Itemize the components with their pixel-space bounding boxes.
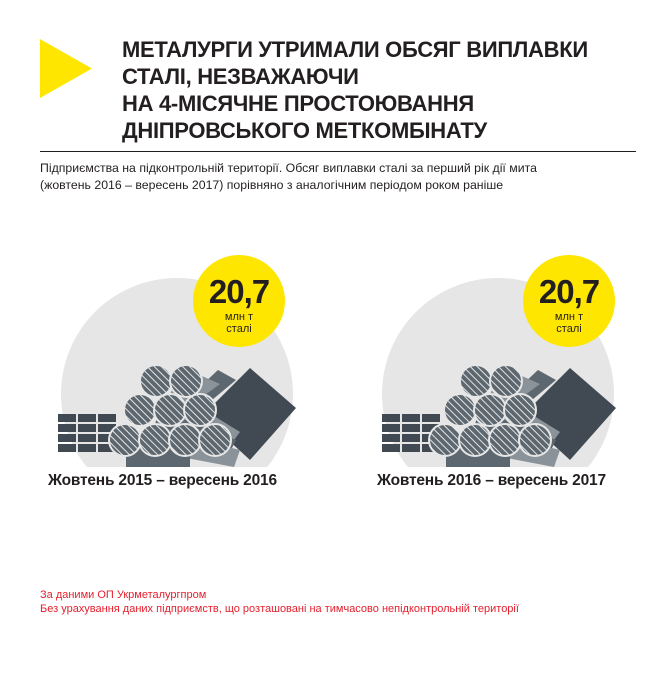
title-line: СТАЛІ, НЕЗВАЖАЮЧИ xyxy=(122,64,359,89)
subtitle-line: (жовтень 2016 – вересень 2017) порівняно… xyxy=(40,178,504,192)
source-note: За даними ОП Укрметалургпром xyxy=(40,589,207,601)
subtitle-line: Підприємства на підконтрольній території… xyxy=(40,161,537,175)
steel-volume-unit: сталі xyxy=(226,323,252,335)
source-notes: За даними ОП Укрметалургпром Без урахува… xyxy=(40,588,519,616)
steel-volume-value: 20,7 xyxy=(208,273,270,310)
comparison-panel-2016-2017: 20,7 млн т сталі Жовтень 2016 – вересень… xyxy=(370,255,640,500)
yellow-triangle-icon xyxy=(40,39,92,98)
period-label: Жовтень 2015 – вересень 2016 xyxy=(48,472,277,489)
subtitle: Підприємства на підконтрольній території… xyxy=(40,160,640,194)
steel-volume-unit: млн т xyxy=(224,311,254,323)
title-line: МЕТАЛУРГИ УТРИМАЛИ ОБСЯГ ВИПЛАВКИ xyxy=(122,37,588,62)
steel-volume-badge: 20,7 млн т сталі xyxy=(523,255,615,347)
period-label: Жовтень 2016 – вересень 2017 xyxy=(377,472,606,489)
divider xyxy=(40,151,636,152)
title-line: ДНІПРОВСЬКОГО МЕТКОМБІНАТУ xyxy=(122,118,487,143)
comparison-panel-2015-2016: 20,7 млн т сталі Жовтень 2015 – вересень… xyxy=(40,255,310,500)
steel-volume-badge: 20,7 млн т сталі xyxy=(193,255,285,347)
page-title: МЕТАЛУРГИ УТРИМАЛИ ОБСЯГ ВИПЛАВКИ СТАЛІ,… xyxy=(122,36,642,144)
source-note: Без урахування даних підприємств, що роз… xyxy=(40,603,519,615)
steel-volume-unit: сталі xyxy=(556,323,582,335)
title-line: НА 4-МІСЯЧНЕ ПРОСТОЮВАННЯ xyxy=(122,91,474,116)
steel-volume-unit: млн т xyxy=(554,311,584,323)
steel-volume-value: 20,7 xyxy=(538,273,600,310)
